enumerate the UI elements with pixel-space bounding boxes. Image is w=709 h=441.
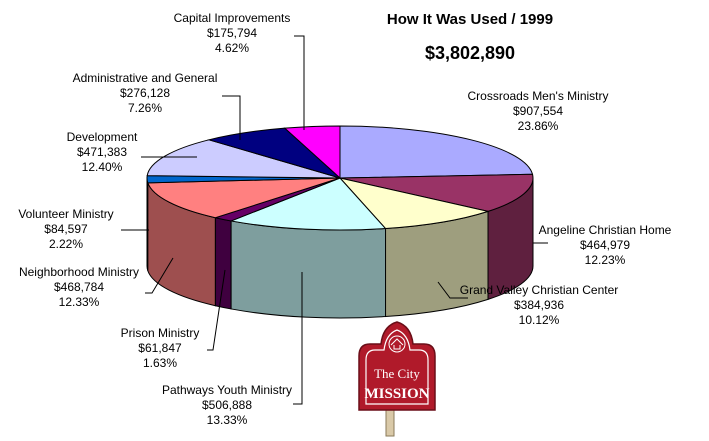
leader-line-prison-ministry xyxy=(207,269,226,351)
slice-amount-grand-valley-christian-center: $384,936 xyxy=(514,298,564,312)
slice-label-neighborhood-ministry: Neighborhood Ministry xyxy=(19,265,139,279)
slice-label-development: Development xyxy=(67,130,138,144)
pie-tops xyxy=(146,125,534,231)
pie-slice-grand-valley-christian-center xyxy=(338,177,490,230)
city-mission-logo: The City MISSION xyxy=(358,321,436,437)
leader-line-capital-improvements xyxy=(294,35,305,130)
slice-label-capital-improvements: Capital Improvements xyxy=(174,11,291,25)
slice-percent-capital-improvements: 4.62% xyxy=(215,41,249,55)
slice-amount-crossroads-men-s-ministry: $907,554 xyxy=(513,104,563,118)
leader-line-pathways-youth-ministry xyxy=(293,272,303,405)
slice-label-crossroads-men-s-ministry: Crossroads Men's Ministry xyxy=(468,89,609,103)
slice-percent-administrative-and-general: 7.26% xyxy=(128,101,162,115)
chart-title: How It Was Used / 1999 xyxy=(387,11,553,28)
slice-amount-neighborhood-ministry: $468,784 xyxy=(54,280,104,294)
slice-amount-angeline-christian-home: $464,979 xyxy=(580,238,630,252)
leader-line-administrative-and-general xyxy=(222,95,241,140)
pie-slice-capital-improvements xyxy=(283,125,341,180)
slice-percent-grand-valley-christian-center: 10.12% xyxy=(519,313,560,327)
leader-line-grand-valley-christian-center xyxy=(437,281,468,299)
slice-percent-crossroads-men-s-ministry: 23.86% xyxy=(518,119,559,133)
slice-amount-development: $471,383 xyxy=(77,145,127,159)
slice-amount-volunteer-ministry: $84,597 xyxy=(44,222,88,236)
pie-slice-pathways-youth-ministry xyxy=(229,177,387,231)
pie-slice-development xyxy=(146,139,341,179)
logo-line2: MISSION xyxy=(364,386,429,402)
label-leaders xyxy=(121,35,548,405)
slice-amount-capital-improvements: $175,794 xyxy=(207,26,257,40)
pie-slice-crossroads-men-s-ministry xyxy=(339,125,534,179)
slice-percent-neighborhood-ministry: 12.33% xyxy=(59,295,100,309)
slice-percent-prison-ministry: 1.63% xyxy=(143,356,177,370)
slice-amount-prison-ministry: $61,847 xyxy=(138,341,182,355)
pie-slice-angeline-christian-home xyxy=(339,173,534,212)
slice-percent-volunteer-ministry: 2.22% xyxy=(49,237,83,251)
slice-label-prison-ministry: Prison Ministry xyxy=(121,326,200,340)
pie-slice-neighborhood-ministry xyxy=(147,177,341,219)
slice-label-volunteer-ministry: Volunteer Ministry xyxy=(18,207,113,221)
slice-label-angeline-christian-home: Angeline Christian Home xyxy=(539,223,672,237)
logo-line1: The City xyxy=(374,366,420,381)
pie-side-prison-ministry xyxy=(214,217,232,310)
slice-percent-pathways-youth-ministry: 13.33% xyxy=(207,413,248,427)
chart-total: $3,802,890 xyxy=(425,43,515,63)
pie-side-pathways-youth-ministry xyxy=(230,220,387,319)
slice-label-administrative-and-general: Administrative and General xyxy=(73,71,218,85)
slice-percent-angeline-christian-home: 12.23% xyxy=(585,253,626,267)
slice-amount-pathways-youth-ministry: $506,888 xyxy=(202,398,252,412)
slice-label-grand-valley-christian-center: Grand Valley Christian Center xyxy=(460,283,619,297)
leader-line-neighborhood-ministry xyxy=(145,257,174,294)
slice-label-pathways-youth-ministry: Pathways Youth Ministry xyxy=(162,383,292,397)
slice-amount-administrative-and-general: $276,128 xyxy=(120,86,170,100)
slice-percent-development: 12.40% xyxy=(82,160,123,174)
